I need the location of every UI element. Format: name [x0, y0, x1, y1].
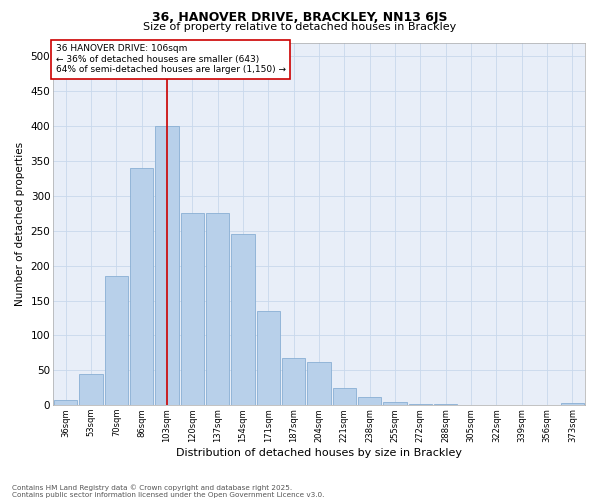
Bar	[560, 403, 584, 405]
Bar	[409, 404, 432, 405]
Bar	[307, 362, 331, 405]
X-axis label: Distribution of detached houses by size in Brackley: Distribution of detached houses by size …	[176, 448, 462, 458]
Bar	[358, 398, 382, 405]
Bar	[54, 400, 77, 405]
Bar	[333, 388, 356, 405]
Y-axis label: Number of detached properties: Number of detached properties	[15, 142, 25, 306]
Bar	[383, 402, 407, 405]
Bar	[206, 214, 229, 405]
Text: Contains public sector information licensed under the Open Government Licence v3: Contains public sector information licen…	[12, 492, 325, 498]
Bar	[257, 311, 280, 405]
Text: Contains HM Land Registry data © Crown copyright and database right 2025.: Contains HM Land Registry data © Crown c…	[12, 484, 292, 491]
Text: Size of property relative to detached houses in Brackley: Size of property relative to detached ho…	[143, 22, 457, 32]
Bar	[232, 234, 255, 405]
Text: 36 HANOVER DRIVE: 106sqm
← 36% of detached houses are smaller (643)
64% of semi-: 36 HANOVER DRIVE: 106sqm ← 36% of detach…	[56, 44, 286, 74]
Bar	[155, 126, 179, 405]
Bar	[434, 404, 457, 405]
Bar	[130, 168, 154, 405]
Bar	[79, 374, 103, 405]
Text: 36, HANOVER DRIVE, BRACKLEY, NN13 6JS: 36, HANOVER DRIVE, BRACKLEY, NN13 6JS	[152, 11, 448, 24]
Bar	[282, 358, 305, 405]
Bar	[105, 276, 128, 405]
Bar	[181, 214, 204, 405]
